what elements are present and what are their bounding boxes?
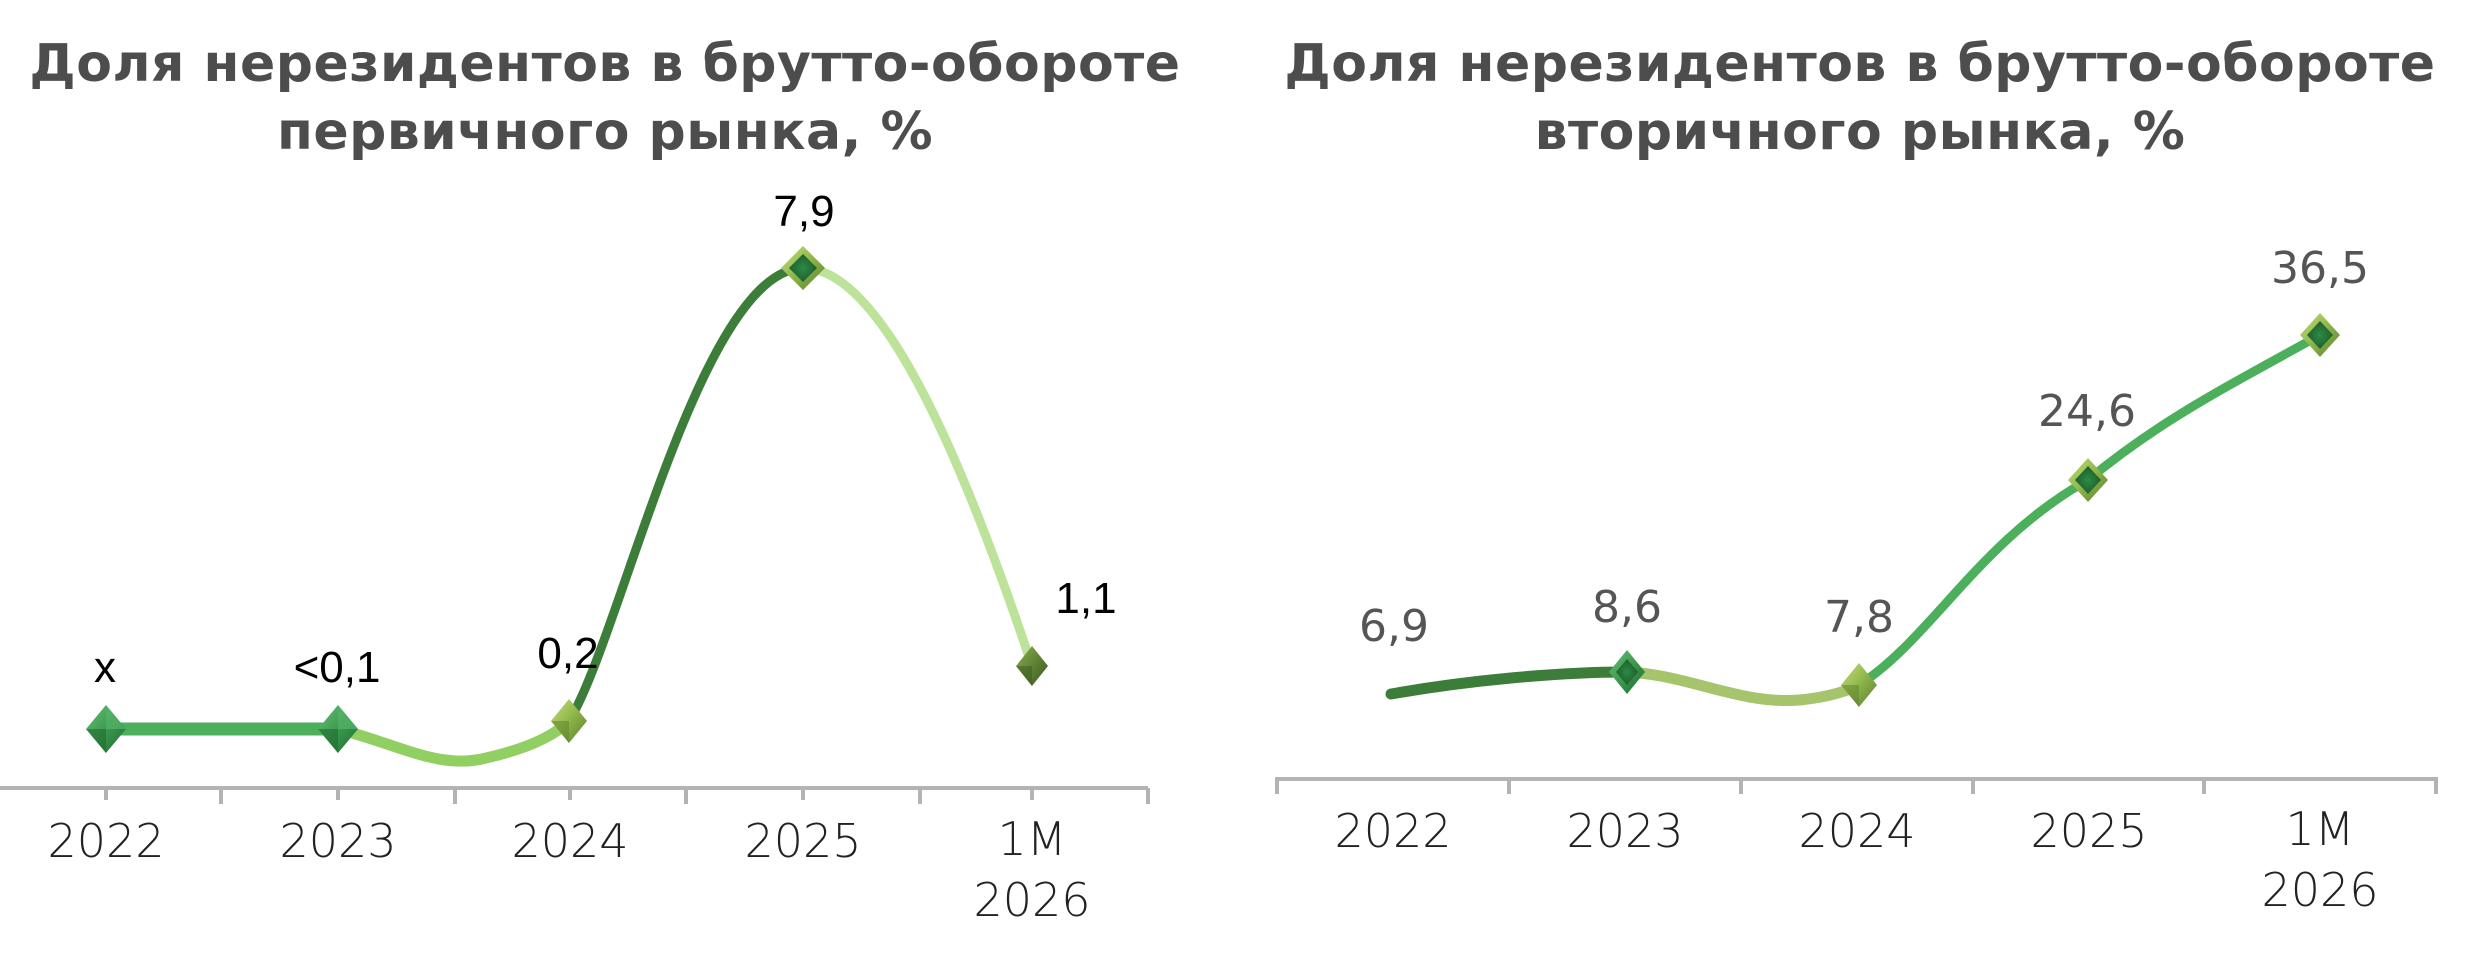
chart-primary-market: Доля нерезидентов в брутто-обороте перви… xyxy=(0,0,1200,975)
chart-title-line1: Доля нерезидентов в брутто-обороте xyxy=(1284,34,2436,94)
chart-title-line1: Доля нерезидентов в брутто-обороте xyxy=(29,34,1181,94)
data-label: 0,2 xyxy=(537,629,598,678)
right-data-labels: 6,9 8,6 7,8 24,6 36,5 xyxy=(1359,243,2369,652)
x-tick-label: 1M xyxy=(998,812,1067,866)
data-label: 1,1 xyxy=(1055,574,1116,623)
right-x-tick-labels: 2022 2023 2024 2025 1M 2026 xyxy=(1334,802,2378,917)
diamond-marker-icon xyxy=(1841,663,1877,707)
diamond-marker-icon xyxy=(86,705,126,753)
diamond-marker-icon xyxy=(781,246,825,290)
left-series-line xyxy=(99,263,1037,767)
left-x-axis xyxy=(0,786,1150,804)
diamond-marker-icon xyxy=(551,699,587,743)
data-label: 8,6 xyxy=(1592,582,1662,633)
left-x-tick-labels: 2022 2023 2024 2025 1M 2026 xyxy=(47,812,1090,927)
x-tick-label: 2025 xyxy=(2030,804,2147,858)
data-label: 7,9 xyxy=(773,187,834,236)
chart-title: Доля нерезидентов в брутто-обороте перви… xyxy=(0,30,1210,166)
data-label: 7,8 xyxy=(1824,592,1894,643)
chart-secondary-market: Доля нерезидентов в брутто-обороте втори… xyxy=(1250,0,2469,975)
right-markers xyxy=(1609,313,2340,707)
data-label: 36,5 xyxy=(2271,243,2369,294)
data-label: 6,9 xyxy=(1359,601,1429,652)
chart-title-line2: вторичного рынка, % xyxy=(1534,102,2186,162)
chart-title-line2: первичного рынка, % xyxy=(276,102,934,162)
x-tick-label: 2025 xyxy=(744,814,861,868)
diamond-marker-icon xyxy=(318,705,358,753)
right-x-axis xyxy=(1275,777,2438,794)
x-tick-label: 2022 xyxy=(1334,804,1451,858)
x-tick-label: 2024 xyxy=(1798,804,1915,858)
left-data-labels: x <0,1 0,2 7,9 1,1 xyxy=(94,187,1117,692)
x-tick-label: 2022 xyxy=(47,814,164,868)
data-label: x xyxy=(94,643,116,692)
diamond-marker-icon xyxy=(1016,646,1048,686)
diamond-marker-icon xyxy=(1609,650,1645,694)
diamond-marker-icon xyxy=(2068,458,2108,502)
diamond-marker-icon xyxy=(2300,313,2340,357)
x-tick-label: 2023 xyxy=(279,814,396,868)
x-tick-label: 2026 xyxy=(2261,863,2378,917)
x-tick-label: 2026 xyxy=(973,873,1090,927)
chart-title: Доля нерезидентов в брутто-обороте втори… xyxy=(1250,30,2469,166)
x-tick-label: 1M xyxy=(2286,802,2355,856)
x-tick-label: 2024 xyxy=(511,814,628,868)
data-label: 24,6 xyxy=(2038,386,2136,437)
x-tick-label: 2023 xyxy=(1566,804,1683,858)
right-series-line xyxy=(1385,330,2325,707)
data-label: <0,1 xyxy=(294,643,381,692)
left-markers xyxy=(86,246,1048,753)
